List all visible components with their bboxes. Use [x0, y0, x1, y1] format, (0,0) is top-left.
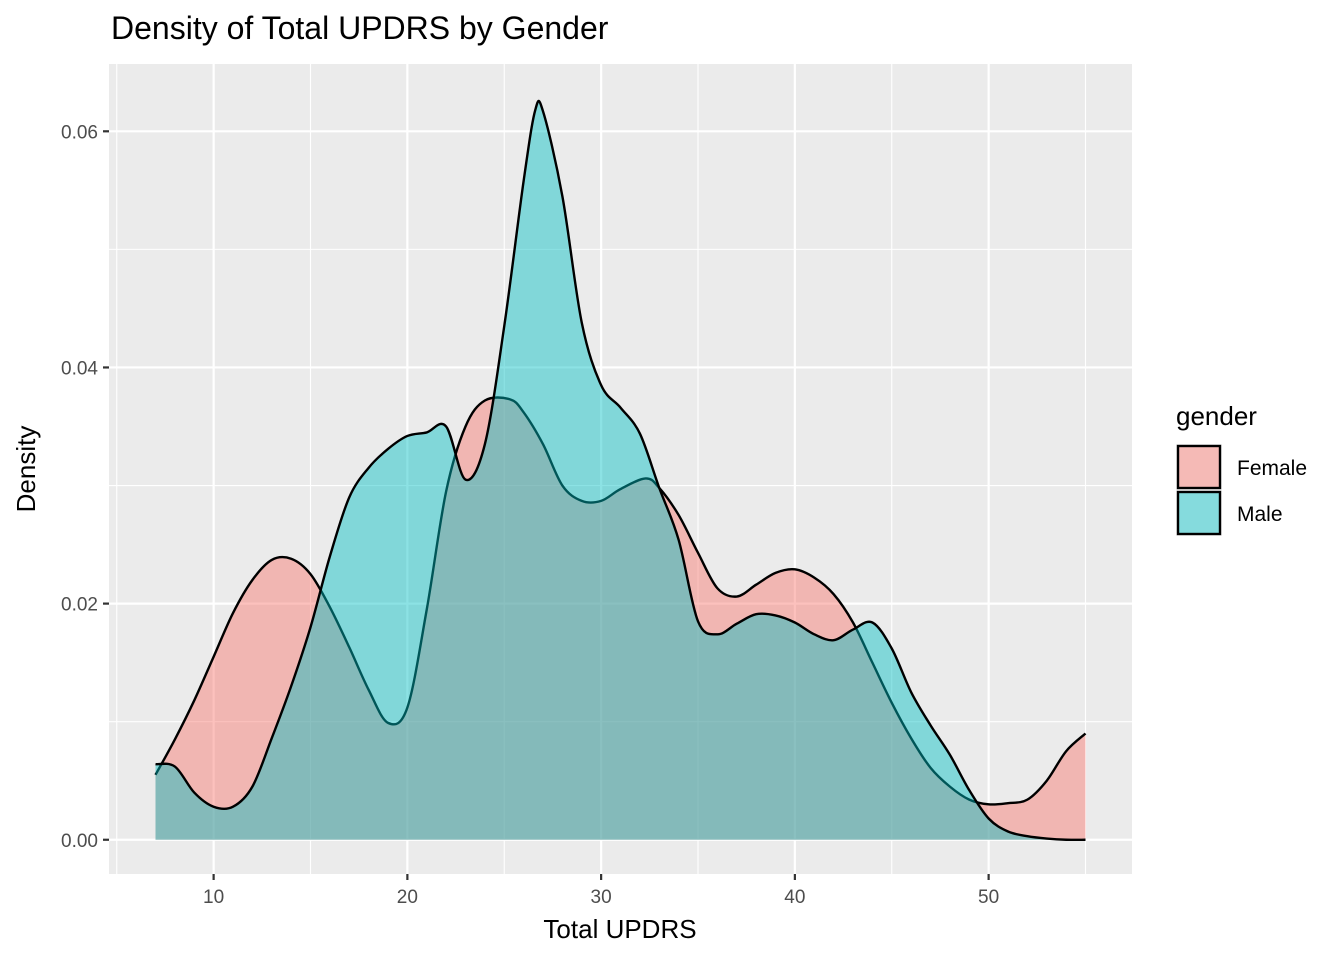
y-tick-label: 0.02	[61, 595, 98, 616]
y-tick-label: 0.06	[61, 122, 98, 143]
legend-items: Female Male	[1176, 444, 1307, 536]
x-tick-label: 10	[203, 887, 224, 908]
chart-title: Density of Total UPDRS by Gender	[111, 10, 609, 46]
x-axis-title: Total UPDRS	[543, 914, 696, 944]
density-area-female	[155, 397, 1086, 840]
density-line-female	[154, 396, 1087, 806]
density-line-male	[155, 99, 1086, 842]
legend-title: gender	[1176, 401, 1257, 431]
x-tick-label: 50	[978, 887, 999, 908]
y-tick-label: 0.00	[61, 831, 98, 852]
y-tick-label: 0.04	[61, 358, 98, 379]
x-axis: 10 20 30 40 50	[203, 874, 999, 908]
grid-minor-lines	[109, 64, 1132, 874]
legend-swatch-female	[1176, 444, 1222, 490]
x-tick-label: 30	[591, 887, 612, 908]
legend-label-male: Male	[1237, 503, 1283, 526]
plot-panel	[109, 64, 1132, 874]
density-area-male	[155, 100, 1086, 840]
legend: gender Female Male	[1176, 401, 1307, 536]
x-tick-label: 40	[784, 887, 805, 908]
y-axis-title: Density	[11, 426, 41, 513]
density-areas	[154, 99, 1087, 842]
legend-key-background	[1176, 444, 1222, 490]
grid-major-lines	[109, 64, 1132, 874]
legend-key-background	[1176, 490, 1222, 536]
x-tick-label: 20	[397, 887, 418, 908]
legend-swatch-male	[1176, 490, 1222, 536]
legend-label-female: Female	[1237, 457, 1307, 480]
y-axis: 0.00 0.02 0.04 0.06	[61, 122, 109, 852]
